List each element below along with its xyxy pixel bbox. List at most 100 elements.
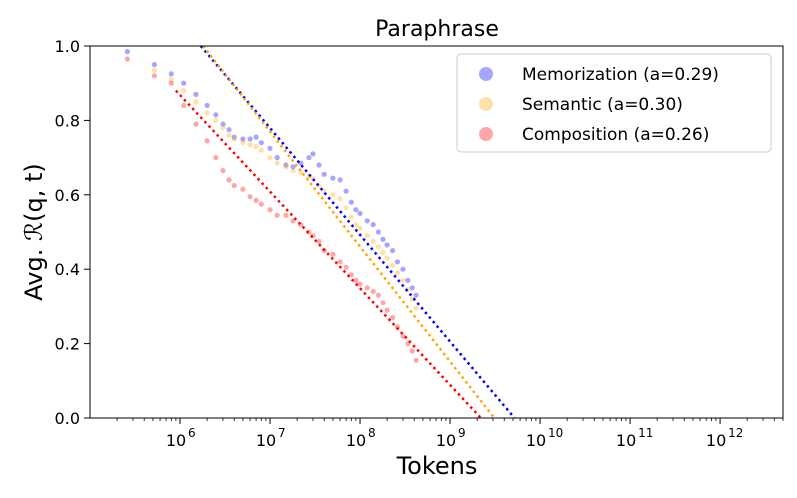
data-point	[181, 80, 187, 86]
data-point	[168, 80, 174, 86]
data-point	[370, 238, 376, 244]
data-point	[330, 175, 336, 181]
data-point	[364, 233, 370, 239]
data-point	[151, 62, 157, 68]
data-point	[258, 147, 264, 153]
data-point	[124, 49, 130, 55]
data-point	[253, 197, 259, 203]
x-tick-label-exponent: 7	[278, 426, 286, 440]
series-0-points	[124, 49, 419, 298]
data-point	[213, 155, 219, 161]
data-point	[380, 249, 386, 256]
data-point	[274, 160, 280, 166]
legend-marker-2	[479, 127, 493, 141]
data-point	[258, 140, 264, 146]
x-tick-label-exponent: 12	[728, 426, 743, 440]
data-point	[258, 201, 264, 207]
data-point	[384, 242, 390, 248]
data-point	[343, 205, 349, 211]
y-axis: 0.0 0.2 0.4 0.6 0.8 1.0	[55, 37, 90, 428]
data-point	[316, 162, 322, 168]
data-point	[357, 281, 363, 287]
data-point	[384, 307, 390, 313]
data-point	[213, 117, 219, 123]
data-point	[375, 244, 381, 250]
data-point	[390, 315, 396, 321]
chart-title: Paraphrase	[375, 17, 499, 42]
data-point	[390, 248, 396, 254]
data-point	[204, 110, 210, 116]
series-1-points	[151, 67, 419, 311]
data-point	[400, 277, 406, 283]
data-point	[220, 121, 226, 127]
data-point	[409, 348, 415, 354]
x-tick-label-exponent: 8	[368, 426, 376, 440]
data-point	[220, 168, 226, 174]
data-point	[168, 71, 174, 77]
data-point	[290, 168, 296, 174]
data-point	[226, 127, 232, 133]
x-tick-label-exponent: 11	[638, 426, 653, 440]
data-point	[226, 132, 232, 138]
data-point	[274, 212, 280, 218]
data-point	[321, 171, 327, 177]
data-point	[409, 285, 415, 291]
x-tick-label: 10	[706, 431, 726, 450]
data-point	[337, 259, 343, 265]
data-point	[394, 259, 400, 265]
x-axis-label: Tokens	[396, 452, 478, 480]
legend-marker-0	[479, 67, 493, 81]
data-point	[181, 88, 187, 94]
data-point	[124, 56, 130, 62]
y-axis-label: Avg. ℛ(q, t)	[20, 163, 48, 300]
data-point	[409, 296, 415, 302]
x-axis: 10 6 10 7 10 8 10 9 10 10 10 11 10 12	[116, 418, 784, 450]
y-tick-label: 1.0	[55, 37, 80, 56]
data-point	[353, 222, 359, 228]
data-point	[330, 251, 336, 257]
data-point	[364, 218, 370, 224]
data-point	[283, 164, 289, 170]
data-point	[370, 288, 376, 295]
fit-lines-layer	[174, 45, 516, 419]
data-point	[394, 270, 400, 276]
data-point	[316, 238, 322, 244]
data-point	[353, 277, 359, 283]
data-point	[231, 134, 237, 140]
data-point	[343, 188, 349, 194]
data-point	[193, 91, 199, 97]
data-point	[343, 264, 349, 270]
data-point	[247, 194, 253, 200]
x-tick-label: 10	[346, 431, 366, 450]
data-point	[151, 67, 157, 73]
data-point	[375, 292, 381, 298]
data-point	[413, 292, 419, 298]
data-point	[283, 162, 289, 168]
data-point	[204, 102, 210, 109]
data-point	[405, 277, 411, 283]
data-point	[380, 236, 386, 242]
data-point	[290, 164, 296, 170]
data-point	[267, 207, 273, 213]
x-tick-label-exponent: 9	[458, 426, 466, 440]
data-point	[390, 262, 396, 269]
data-point	[181, 102, 187, 109]
data-point	[220, 125, 226, 131]
data-point	[151, 73, 157, 79]
data-point	[357, 210, 363, 216]
fit-line-2	[174, 89, 482, 419]
data-point	[193, 121, 199, 127]
x-tick-label: 10	[436, 431, 456, 450]
data-point	[310, 151, 316, 157]
data-point	[364, 285, 370, 291]
data-point	[240, 136, 246, 142]
x-tick-label: 10	[166, 431, 186, 450]
data-point	[231, 182, 237, 189]
data-point	[274, 155, 280, 161]
y-tick-label: 0.4	[55, 260, 80, 279]
y-tick-label: 0.0	[55, 409, 80, 428]
data-point	[413, 305, 419, 311]
data-point	[348, 199, 354, 205]
legend-label-1: Semantic (a=0.30)	[522, 95, 683, 115]
